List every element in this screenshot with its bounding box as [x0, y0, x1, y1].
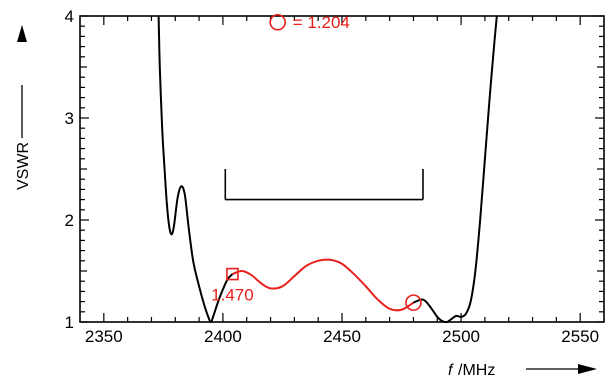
red-curve — [232, 258, 414, 312]
y-tick-label: 3 — [65, 109, 74, 128]
y-axis-label: VSWR — [15, 142, 32, 190]
circle-marker — [405, 294, 422, 311]
x-tick-labels: 2350 2400 2450 2500 2550 — [85, 327, 599, 346]
x-tick-label: 2450 — [323, 327, 361, 346]
y-tick-labels: 1 2 3 4 — [65, 7, 74, 332]
y-tick-label: 4 — [65, 7, 74, 26]
plot-frame — [79, 15, 605, 323]
black-curve — [157, 15, 234, 324]
black-curve — [413, 15, 498, 324]
x-tick-label: 2550 — [561, 327, 599, 346]
x-axis-arrow-icon — [578, 364, 597, 374]
legend-circle-icon — [269, 13, 286, 31]
x-axis-title: f /MHz — [448, 362, 495, 379]
legend-value: = 1.204 — [293, 13, 350, 32]
y-tick-label: 1 — [65, 313, 74, 332]
x-axis-label-symbol: f — [448, 362, 454, 379]
marker-value-label: 1.470 — [211, 286, 254, 305]
y-tick-label: 2 — [65, 211, 74, 230]
axis-ticks — [80, 15, 604, 323]
square-marker — [226, 267, 239, 281]
x-axis-label-unit: /MHz — [458, 362, 495, 379]
x-tick-label: 2500 — [442, 327, 480, 346]
bandwidth-bracket — [224, 169, 424, 201]
vswr-curves — [157, 15, 498, 324]
x-tick-label: 2400 — [204, 327, 242, 346]
x-tick-label: 2350 — [85, 327, 123, 346]
curve-markers: 1.470 = 1.204 — [211, 13, 422, 311]
y-axis-arrow-icon — [17, 25, 27, 42]
